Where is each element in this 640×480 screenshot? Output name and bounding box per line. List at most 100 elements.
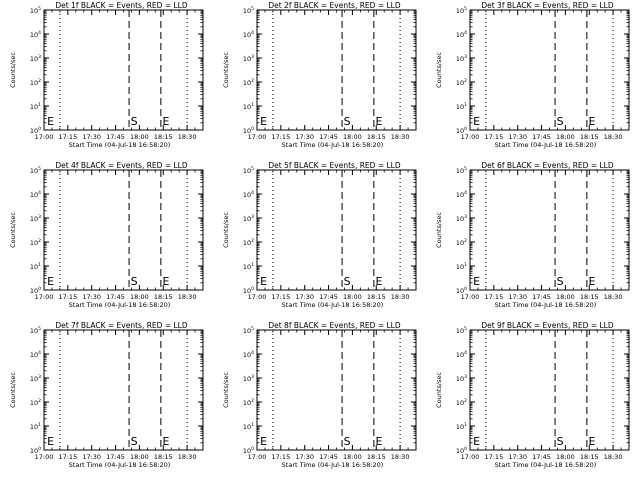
y-tick-label: 100 (456, 286, 467, 295)
y-tick-label: 105 (30, 166, 41, 175)
y-tick-label: 102 (456, 78, 467, 87)
marker-s: S (131, 435, 138, 448)
marker-e: E (260, 435, 267, 448)
x-tick-label: 17:00 (461, 133, 480, 141)
y-tick-label: 104 (456, 350, 467, 359)
x-axis-label: Start Time (04-Jul-18 16:58:20) (495, 461, 597, 469)
y-tick-label: 102 (30, 238, 41, 247)
plot-frame (256, 9, 417, 131)
y-tick-label: 100 (30, 126, 41, 135)
x-axis-label: Start Time (04-Jul-18 16:58:20) (282, 141, 384, 149)
x-tick-label: 17:45 (319, 133, 338, 141)
x-tick-label: 17:15 (271, 453, 290, 461)
y-tick-label: 101 (243, 422, 254, 431)
marker-e: E (473, 435, 480, 448)
x-tick-label: 17:15 (58, 453, 77, 461)
x-tick-label: 17:30 (295, 293, 314, 301)
y-axis-label: Counts/sec (435, 52, 443, 88)
marker-e: E (375, 115, 382, 128)
marker-e: E (588, 435, 595, 448)
x-tick-label: 18:00 (343, 133, 362, 141)
y-tick-label: 104 (30, 30, 41, 39)
x-axis-label: Start Time (04-Jul-18 16:58:20) (495, 301, 597, 309)
x-tick-label: 18:30 (391, 133, 410, 141)
x-tick-label: 18:15 (154, 293, 173, 301)
y-tick-label: 102 (243, 398, 254, 407)
y-tick-label: 102 (456, 238, 467, 247)
y-axis-label: Counts/sec (9, 372, 17, 408)
y-tick-label: 100 (243, 446, 254, 455)
y-tick-label: 104 (456, 190, 467, 199)
x-tick-label: 17:30 (82, 453, 101, 461)
y-tick-label: 101 (243, 262, 254, 271)
y-tick-label: 102 (30, 398, 41, 407)
y-tick-label: 100 (456, 126, 467, 135)
y-tick-label: 104 (243, 30, 254, 39)
y-tick-label: 102 (243, 238, 254, 247)
plot-panel-det-2: Det 2f BLACK = Events, RED = LLD 100 101 10… (222, 1, 417, 149)
marker-e: E (47, 435, 54, 448)
x-axis-label: Start Time (04-Jul-18 16:58:20) (495, 141, 597, 149)
plot-frame (43, 9, 204, 131)
y-axis-label: Counts/sec (222, 212, 230, 248)
y-axis-label: Counts/sec (222, 52, 230, 88)
y-tick-label: 105 (30, 326, 41, 335)
marker-e: E (47, 275, 54, 288)
plot-panel-det-9: Det 9f BLACK = Events, RED = LLD 100 101 10… (435, 321, 630, 469)
x-tick-label: 18:30 (391, 453, 410, 461)
y-tick-label: 104 (456, 30, 467, 39)
y-tick-label: 103 (456, 374, 467, 383)
y-tick-label: 105 (30, 6, 41, 15)
y-tick-label: 105 (243, 326, 254, 335)
y-axis-label: Counts/sec (9, 52, 17, 88)
marker-s: S (131, 115, 138, 128)
y-tick-label: 101 (30, 102, 41, 111)
x-axis-label: Start Time (04-Jul-18 16:58:20) (69, 141, 171, 149)
plot-panel-det-5: Det 5f BLACK = Events, RED = LLD 100 101 10… (222, 161, 417, 309)
y-tick-label: 103 (243, 374, 254, 383)
marker-s: S (557, 115, 564, 128)
marker-e: E (473, 115, 480, 128)
marker-s: S (557, 275, 564, 288)
x-axis-label: Start Time (04-Jul-18 16:58:20) (282, 461, 384, 469)
x-tick-label: 17:00 (248, 133, 267, 141)
x-tick-label: 18:30 (604, 293, 623, 301)
x-tick-label: 17:45 (532, 453, 551, 461)
marker-e: E (375, 275, 382, 288)
y-tick-label: 103 (30, 54, 41, 63)
y-tick-label: 101 (30, 422, 41, 431)
y-tick-label: 103 (243, 214, 254, 223)
y-axis-label: Counts/sec (222, 372, 230, 408)
y-axis-label: Counts/sec (435, 212, 443, 248)
marker-e: E (47, 115, 54, 128)
plot-frame (469, 329, 630, 451)
y-tick-label: 104 (243, 190, 254, 199)
x-tick-label: 18:00 (556, 133, 575, 141)
x-tick-label: 17:30 (82, 293, 101, 301)
marker-s: S (344, 115, 351, 128)
x-tick-label: 18:30 (604, 133, 623, 141)
x-tick-label: 17:30 (82, 133, 101, 141)
x-tick-label: 17:45 (106, 133, 125, 141)
x-axis-label: Start Time (04-Jul-18 16:58:20) (69, 461, 171, 469)
y-tick-label: 100 (30, 286, 41, 295)
x-tick-label: 18:00 (556, 293, 575, 301)
marker-s: S (344, 435, 351, 448)
marker-e: E (588, 275, 595, 288)
x-tick-label: 18:00 (130, 133, 149, 141)
x-tick-label: 17:15 (271, 293, 290, 301)
y-tick-label: 103 (456, 214, 467, 223)
x-tick-label: 18:30 (178, 453, 197, 461)
x-axis-label: Start Time (04-Jul-18 16:58:20) (282, 301, 384, 309)
y-tick-label: 104 (243, 350, 254, 359)
y-tick-label: 105 (243, 6, 254, 15)
x-tick-label: 17:00 (461, 293, 480, 301)
y-tick-label: 101 (456, 102, 467, 111)
plot-title: Det 6f BLACK = Events, RED = LLD (481, 161, 614, 170)
y-tick-label: 103 (30, 374, 41, 383)
plot-frame (256, 169, 417, 291)
marker-s: S (131, 275, 138, 288)
y-tick-label: 105 (243, 166, 254, 175)
plot-frame (43, 169, 204, 291)
x-tick-label: 17:45 (319, 293, 338, 301)
